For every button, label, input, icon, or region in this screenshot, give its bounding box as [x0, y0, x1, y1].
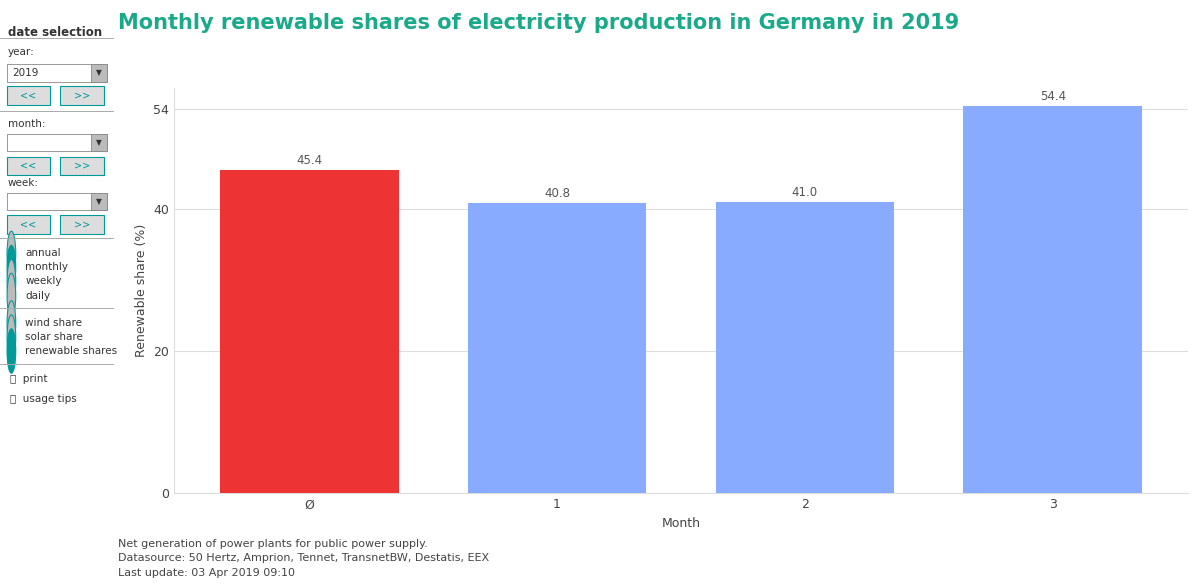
FancyBboxPatch shape — [60, 157, 103, 175]
Text: 54.4: 54.4 — [1039, 91, 1066, 103]
Circle shape — [7, 259, 16, 304]
Text: date selection: date selection — [8, 26, 102, 39]
Text: monthly: monthly — [25, 262, 68, 273]
Bar — [964, 106, 1142, 493]
Text: ▼: ▼ — [96, 197, 102, 206]
FancyBboxPatch shape — [91, 134, 107, 151]
FancyBboxPatch shape — [91, 193, 107, 210]
Text: year:: year: — [8, 47, 35, 57]
Circle shape — [7, 273, 16, 318]
FancyBboxPatch shape — [7, 157, 50, 175]
Text: wind share: wind share — [25, 318, 82, 328]
Circle shape — [7, 231, 16, 276]
X-axis label: Month: Month — [661, 517, 701, 530]
Y-axis label: Renewable share (%): Renewable share (%) — [134, 224, 148, 357]
FancyBboxPatch shape — [7, 193, 107, 210]
FancyBboxPatch shape — [7, 215, 50, 234]
FancyBboxPatch shape — [60, 215, 103, 234]
Text: 41.0: 41.0 — [792, 186, 818, 199]
FancyBboxPatch shape — [7, 134, 107, 151]
Text: >>: >> — [74, 161, 90, 171]
Bar — [468, 203, 647, 493]
Circle shape — [7, 301, 16, 345]
FancyBboxPatch shape — [91, 64, 107, 82]
Circle shape — [7, 315, 16, 359]
Text: 40.8: 40.8 — [544, 187, 570, 200]
Text: weekly: weekly — [25, 276, 61, 287]
Bar — [220, 170, 398, 493]
Circle shape — [7, 329, 16, 373]
Text: <<: << — [20, 91, 37, 101]
Bar — [715, 201, 894, 493]
FancyBboxPatch shape — [7, 86, 50, 105]
Text: 45.4: 45.4 — [296, 154, 323, 168]
Text: 2019: 2019 — [12, 68, 38, 78]
Text: ▼: ▼ — [96, 68, 102, 78]
Text: 🖨  print: 🖨 print — [11, 374, 48, 384]
Text: month:: month: — [8, 119, 46, 128]
Text: ⓘ  usage tips: ⓘ usage tips — [11, 394, 77, 404]
Text: daily: daily — [25, 290, 50, 301]
Text: <<: << — [20, 220, 37, 230]
FancyBboxPatch shape — [60, 86, 103, 105]
Text: >>: >> — [74, 91, 90, 101]
Text: week:: week: — [8, 178, 38, 187]
Text: Net generation of power plants for public power supply.
Datasource: 50 Hertz, Am: Net generation of power plants for publi… — [118, 538, 488, 578]
Text: <<: << — [20, 161, 37, 171]
Text: Monthly renewable shares of electricity production in Germany in 2019: Monthly renewable shares of electricity … — [118, 13, 959, 33]
FancyBboxPatch shape — [7, 64, 107, 82]
Text: solar share: solar share — [25, 332, 83, 342]
Text: annual: annual — [25, 248, 61, 259]
Text: renewable shares: renewable shares — [25, 346, 118, 356]
Text: ▼: ▼ — [96, 138, 102, 147]
Text: >>: >> — [74, 220, 90, 230]
Circle shape — [7, 245, 16, 290]
